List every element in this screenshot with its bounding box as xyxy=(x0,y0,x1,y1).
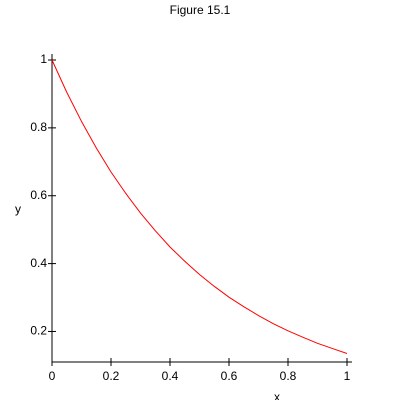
y-tick-label: 1 xyxy=(40,52,47,66)
y-tick-label: 0.2 xyxy=(30,324,47,338)
y-axis-label: y xyxy=(15,202,21,216)
curve xyxy=(51,59,348,354)
x-tick-label: 0 xyxy=(49,369,56,383)
x-tick-label: 0.4 xyxy=(162,369,179,383)
y-tick-label: 0.4 xyxy=(30,256,47,270)
x-tick-label: 1 xyxy=(344,369,351,383)
x-tick-label: 0.2 xyxy=(103,369,120,383)
x-tick-label: 0.6 xyxy=(221,369,238,383)
x-tick-label: 0.8 xyxy=(280,369,297,383)
x-axis-label: x xyxy=(274,390,280,400)
y-tick-label: 0.6 xyxy=(30,188,47,202)
y-tick-label: 0.8 xyxy=(30,120,47,134)
chart-title: Figure 15.1 xyxy=(170,3,231,17)
